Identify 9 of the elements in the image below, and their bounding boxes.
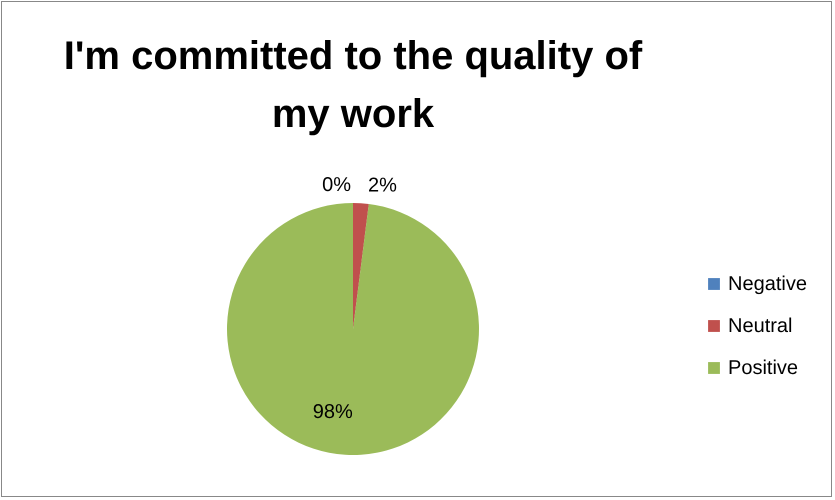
data-label: 2% (368, 174, 398, 196)
legend-label: Positive (728, 357, 798, 379)
pie-slice (227, 203, 479, 455)
chart-title: I'm committed to the quality of my work (64, 34, 643, 136)
legend-label: Neutral (728, 315, 792, 337)
text: 0% (322, 174, 351, 196)
data-label: 98% (312, 400, 354, 423)
pie-slice (353, 203, 369, 329)
legend-label: Negative (728, 273, 807, 295)
